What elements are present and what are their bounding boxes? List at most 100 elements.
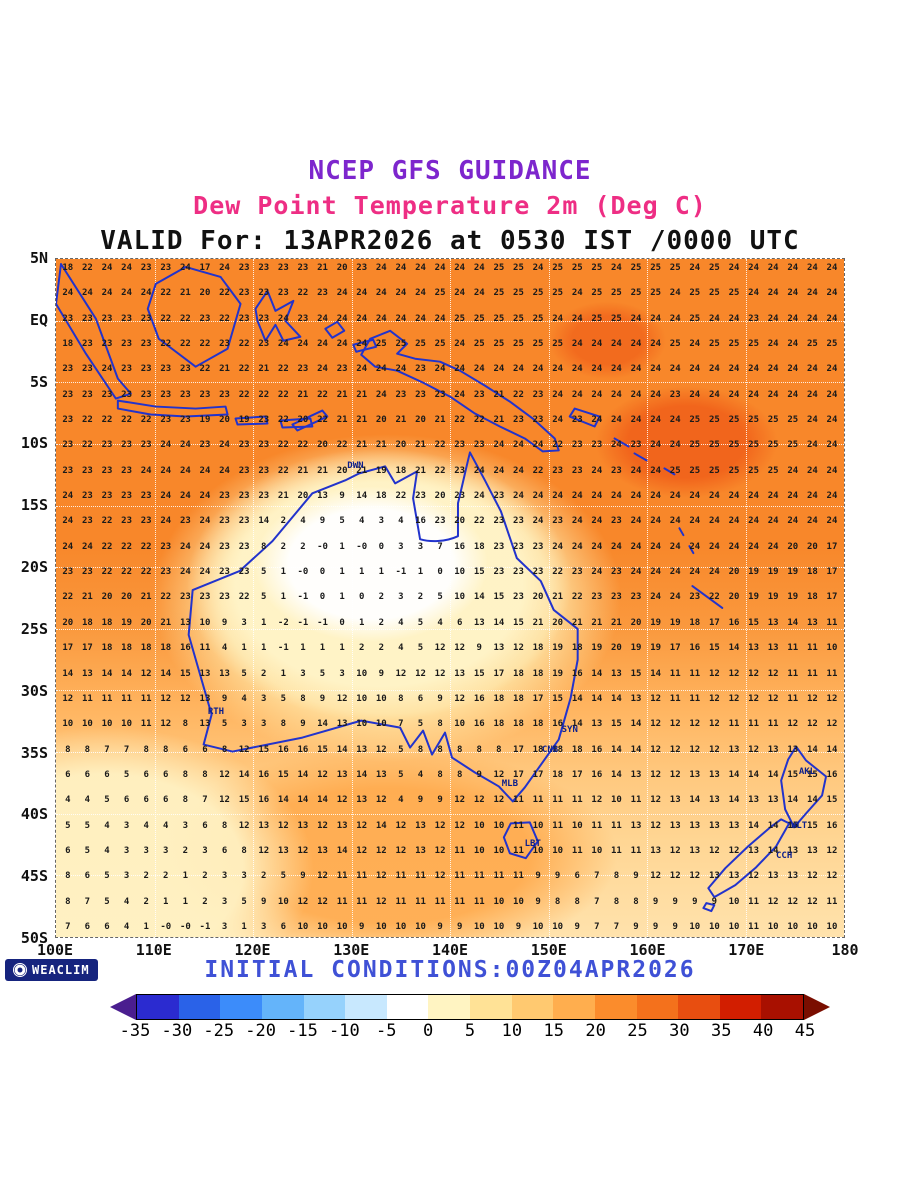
dewpoint-value: 15 [787,820,799,831]
dewpoint-value: 7 [437,541,443,552]
dewpoint-value: 12 [669,871,681,882]
dewpoint-value: 18 [532,643,544,654]
dewpoint-value: 17 [81,643,93,654]
dewpoint-value: 13 [728,744,740,755]
dewpoint-value: 24 [375,389,387,400]
dewpoint-value: 1 [280,668,287,679]
colorbar-tick-label: 35 [711,1021,732,1041]
dewpoint-value: 25 [728,288,740,299]
dewpoint-value: 23 [748,313,759,324]
dewpoint-value: 12 [728,668,740,679]
dewpoint-value: 23 [238,567,250,578]
dewpoint-value: 24 [160,440,172,451]
dewpoint-value: -0 [356,541,368,552]
dewpoint-value: 11 [806,668,818,679]
dewpoint-value: 23 [121,313,132,324]
dewpoint-value: 24 [160,491,172,502]
nz-south-island-coast [707,818,791,899]
dewpoint-value: 24 [591,415,603,426]
dewpoint-value: 23 [219,567,230,578]
dewpoint-value: 24 [199,491,211,502]
dewpoint-value: 22 [81,415,93,426]
dewpoint-value: 12 [395,668,407,679]
dewpoint-value: 24 [806,516,818,527]
dewpoint-value: 10 [552,845,564,856]
dewpoint-value: 11 [121,693,132,704]
dewpoint-value: 13 [806,617,818,628]
dewpoint-value: 12 [434,820,446,831]
dewpoint-value: 25 [552,263,564,273]
lon-label: 120E [234,941,271,959]
dewpoint-value: 23 [219,592,230,603]
dewpoint-value: 8 [574,896,580,907]
dewpoint-value: 23 [473,440,485,451]
dewpoint-value: 8 [221,820,228,831]
dewpoint-value: 9 [672,921,678,932]
dewpoint-value: 19 [787,592,799,603]
dewpoint-value: 13 [297,820,309,831]
dewpoint-value: 8 [182,795,189,806]
dewpoint-value: 12 [787,719,799,730]
dewpoint-value: 25 [787,440,799,451]
dewpoint-value: 23 [62,465,74,476]
dewpoint-value: 23 [199,389,211,400]
dewpoint-value: 3 [241,871,247,882]
dewpoint-value: 23 [101,389,113,400]
dewpoint-value: 23 [258,491,270,502]
dewpoint-value: 25 [728,415,740,426]
dewpoint-value: 22 [219,313,230,324]
dewpoint-value: 13 [708,820,720,831]
dewpoint-value: 24 [748,364,759,375]
dewpoint-value: 25 [708,415,720,426]
dewpoint-value: 13 [454,668,466,679]
dewpoint-value: 16 [826,820,838,831]
dewpoint-value: 12 [767,668,779,679]
dewpoint-value: 9 [437,921,443,932]
dewpoint-value: 13 [669,820,681,831]
dewpoint-value: 25 [532,339,544,350]
dewpoint-value: 12 [434,871,446,882]
dewpoint-value: 23 [415,491,426,502]
dewpoint-value: 24 [179,263,191,273]
dewpoint-value: 12 [395,845,407,856]
dewpoint-value: 8 [65,871,71,882]
dewpoint-value: 10 [473,820,485,831]
dewpoint-value: 1 [241,921,247,932]
dewpoint-value: 13 [689,769,701,780]
dewpoint-value: 23 [81,491,93,502]
dewpoint-value: 21 [395,415,407,426]
dewpoint-value: 24 [62,491,74,502]
dewpoint-value: 24 [689,567,701,578]
colorbar-segment [428,995,470,1019]
dewpoint-value: 25 [650,263,662,273]
dewpoint-value: 11 [748,921,759,932]
dewpoint-value: 24 [317,339,328,350]
dewpoint-value: 12 [650,693,662,704]
dewpoint-value: 14 [317,719,328,730]
dewpoint-value: 25 [375,339,387,350]
dewpoint-value: 8 [65,744,71,755]
dewpoint-value: 24 [708,364,720,375]
dewpoint-value: 15 [277,769,289,780]
dewpoint-value: 12 [513,643,524,654]
dewpoint-value: 7 [202,795,208,806]
dewpoint-value: 23 [669,389,681,400]
dewpoint-value: 23 [434,516,446,527]
dewpoint-value: 9 [633,871,639,882]
dewpoint-value: 10 [395,921,407,932]
dewpoint-value: 12 [375,845,387,856]
dewpoint-value: 25 [767,415,779,426]
dewpoint-value: 1 [280,567,287,578]
dewpoint-value: 19 [552,643,564,654]
dewpoint-value: 25 [493,339,505,350]
dewpoint-value: 12 [493,795,505,806]
dewpoint-value: 14 [493,617,505,628]
dewpoint-value: 12 [356,820,368,831]
dewpoint-value: 23 [434,389,446,400]
dewpoint-value: 14 [826,744,838,755]
colorbar-segment [678,995,720,1019]
dewpoint-value: 12 [375,896,387,907]
dewpoint-value: 8 [613,871,620,882]
dewpoint-value: 13 [767,617,779,628]
dewpoint-value: -0 [160,921,172,932]
